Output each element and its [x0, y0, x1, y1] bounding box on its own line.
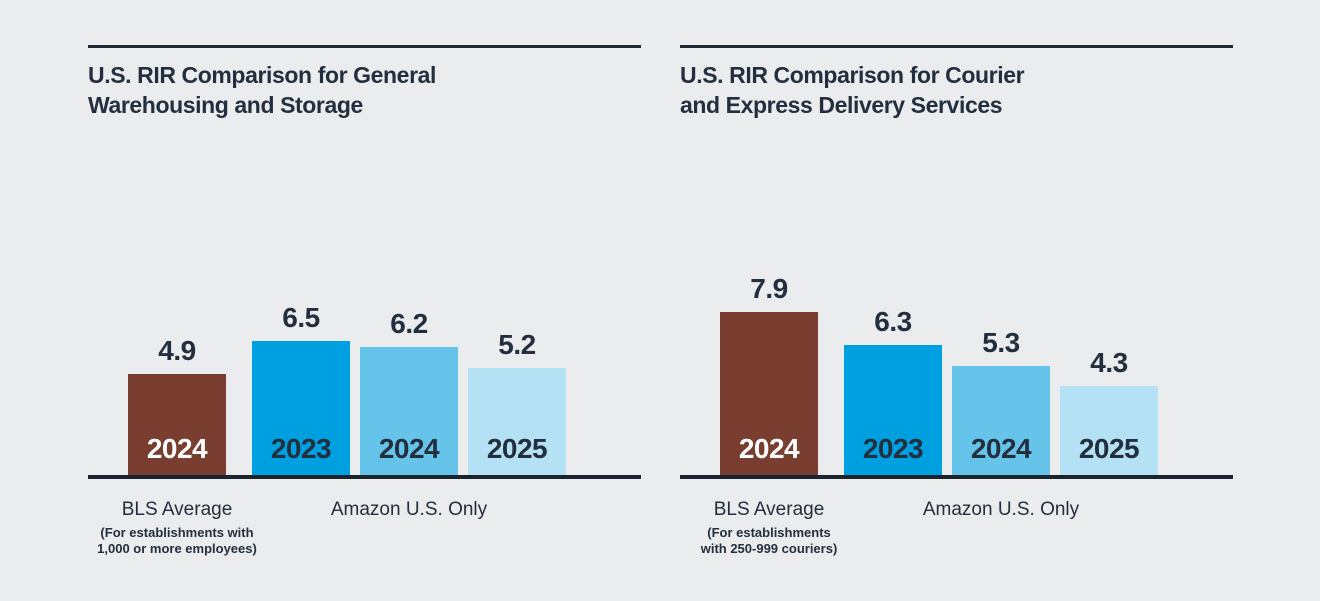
x-axis-baseline [88, 475, 641, 479]
bar-year-label: 2023 [862, 433, 924, 464]
chart-courier: U.S. RIR Comparison for Courier and Expr… [680, 45, 1233, 585]
chart-warehousing: U.S. RIR Comparison for General Warehous… [88, 45, 641, 585]
bar-year-label: 2024 [146, 433, 208, 464]
bar: 2025 [468, 368, 566, 475]
chart-title: U.S. RIR Comparison for General Warehous… [88, 62, 436, 118]
bar-value-label: 6.3 [874, 306, 912, 337]
bar-year-label: 2025 [1078, 433, 1140, 464]
bar-value-label: 6.5 [282, 302, 320, 333]
group-label-block-amazon: Amazon U.S. Only [289, 499, 529, 521]
bar-column-2023: 6.5 2023 [252, 302, 350, 475]
bar-column-2025: 4.3 2025 [1060, 347, 1158, 475]
bars-area: 7.9 2024 6.3 2023 5.3 2024 4.3 2025 [680, 45, 1233, 475]
bar: 2024 [360, 347, 458, 475]
bar-value-label: 4.9 [158, 335, 196, 366]
bar-year-label: 2025 [486, 433, 548, 464]
bar-value-label: 5.3 [982, 327, 1020, 358]
chart-top-rule [680, 45, 1233, 48]
bar-year-label: 2024 [970, 433, 1032, 464]
bar: 2023 [252, 341, 350, 475]
chart-title: U.S. RIR Comparison for Courier and Expr… [680, 62, 1025, 118]
group-label: BLS Average [713, 499, 825, 520]
bar: 2025 [1060, 386, 1158, 475]
chart-top-rule [88, 45, 641, 48]
x-axis-baseline [680, 475, 1233, 479]
bar: 2024 [952, 366, 1050, 475]
bar-value-label: 5.2 [498, 329, 536, 360]
bar-year-label: 2023 [270, 433, 332, 464]
bar-column-2024: 5.3 2024 [952, 327, 1050, 475]
bar-value-label: 4.3 [1090, 347, 1128, 378]
group-note: (For establishments with 250-999 courier… [700, 525, 838, 556]
bar: 2024 [128, 374, 226, 475]
bars-area: 4.9 2024 6.5 2023 6.2 2024 5.2 2025 [88, 45, 641, 475]
bar: 2023 [844, 345, 942, 475]
bar-column-2024: 6.2 2024 [360, 308, 458, 475]
group-label: Amazon U.S. Only [922, 499, 1080, 520]
bar-column-2025: 5.2 2025 [468, 329, 566, 475]
bar-value-label: 7.9 [750, 273, 788, 304]
bar-column-2023: 6.3 2023 [844, 306, 942, 475]
group-label-block-bls: BLS Average (For establishments with 250-… [649, 499, 889, 557]
group-label: BLS Average [121, 499, 233, 520]
group-label: Amazon U.S. Only [330, 499, 488, 520]
bar-column-2024: 4.9 2024 [128, 335, 226, 475]
group-note: (For establishments with 1,000 or more e… [97, 525, 257, 556]
bar: 2024 [720, 312, 818, 475]
group-label-block-amazon: Amazon U.S. Only [881, 499, 1121, 521]
group-label-block-bls: BLS Average (For establishments with 1,00… [57, 499, 297, 557]
bar-year-label: 2024 [378, 433, 440, 464]
bar-column-2024: 7.9 2024 [720, 273, 818, 475]
bar-year-label: 2024 [738, 433, 800, 464]
bar-value-label: 6.2 [390, 308, 428, 339]
